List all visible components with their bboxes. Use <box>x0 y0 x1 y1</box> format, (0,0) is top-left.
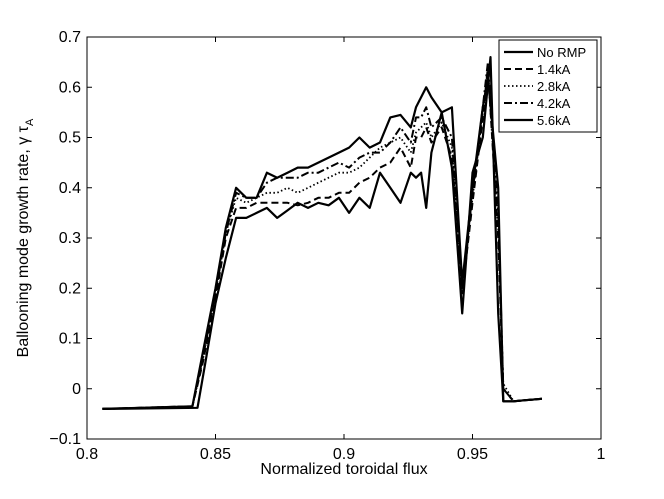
x-tick-label: 0.95 <box>457 446 488 463</box>
series-layer <box>102 55 542 410</box>
legend-label: 5.6kA <box>537 113 571 128</box>
y-axis-label-subscript: A <box>24 118 36 126</box>
series-line-2 <box>102 66 542 410</box>
y-tick-label: 0.7 <box>59 29 81 46</box>
legend-label: 1.4kA <box>537 62 571 77</box>
legend-label: 4.2kA <box>537 96 571 111</box>
y-tick-label: 0.4 <box>59 180 81 197</box>
x-tick-label: 0.85 <box>200 446 231 463</box>
series-line-5 <box>102 55 542 410</box>
legend-label: 2.8kA <box>537 79 571 94</box>
y-tick-label: 0.3 <box>59 230 81 247</box>
y-axis-label: Ballooning mode growth rate, γ τA <box>15 118 36 357</box>
y-tick-label: 0 <box>72 381 81 398</box>
legend: No RMP 1.4kA 2.8kA 4.2kA 5.6kA <box>498 39 598 133</box>
series-line-3 <box>102 71 542 410</box>
y-axis-label-main: Ballooning mode growth rate, γ τ <box>15 125 32 357</box>
y-tick-label: −0.1 <box>49 431 81 448</box>
axes-layer: 0.8 0.85 0.9 0.95 1 −0.1 0 0.1 0.2 0.3 0.4 0.5 0.6 0.… <box>49 29 605 463</box>
y-tick-label: 0.5 <box>59 130 81 147</box>
legend-box <box>498 39 598 133</box>
x-tick-label: 1 <box>597 446 606 463</box>
legend-label: No RMP <box>537 45 586 60</box>
x-tick-label: 0.9 <box>333 446 355 463</box>
y-tick-label: 0.6 <box>59 79 81 96</box>
x-tick-label: 0.8 <box>76 446 98 463</box>
y-tick-label: 0.2 <box>59 280 81 297</box>
series-line-4 <box>102 61 542 410</box>
y-tick-label: 0.1 <box>59 331 81 348</box>
x-axis-label: Normalized toroidal flux <box>260 461 427 478</box>
